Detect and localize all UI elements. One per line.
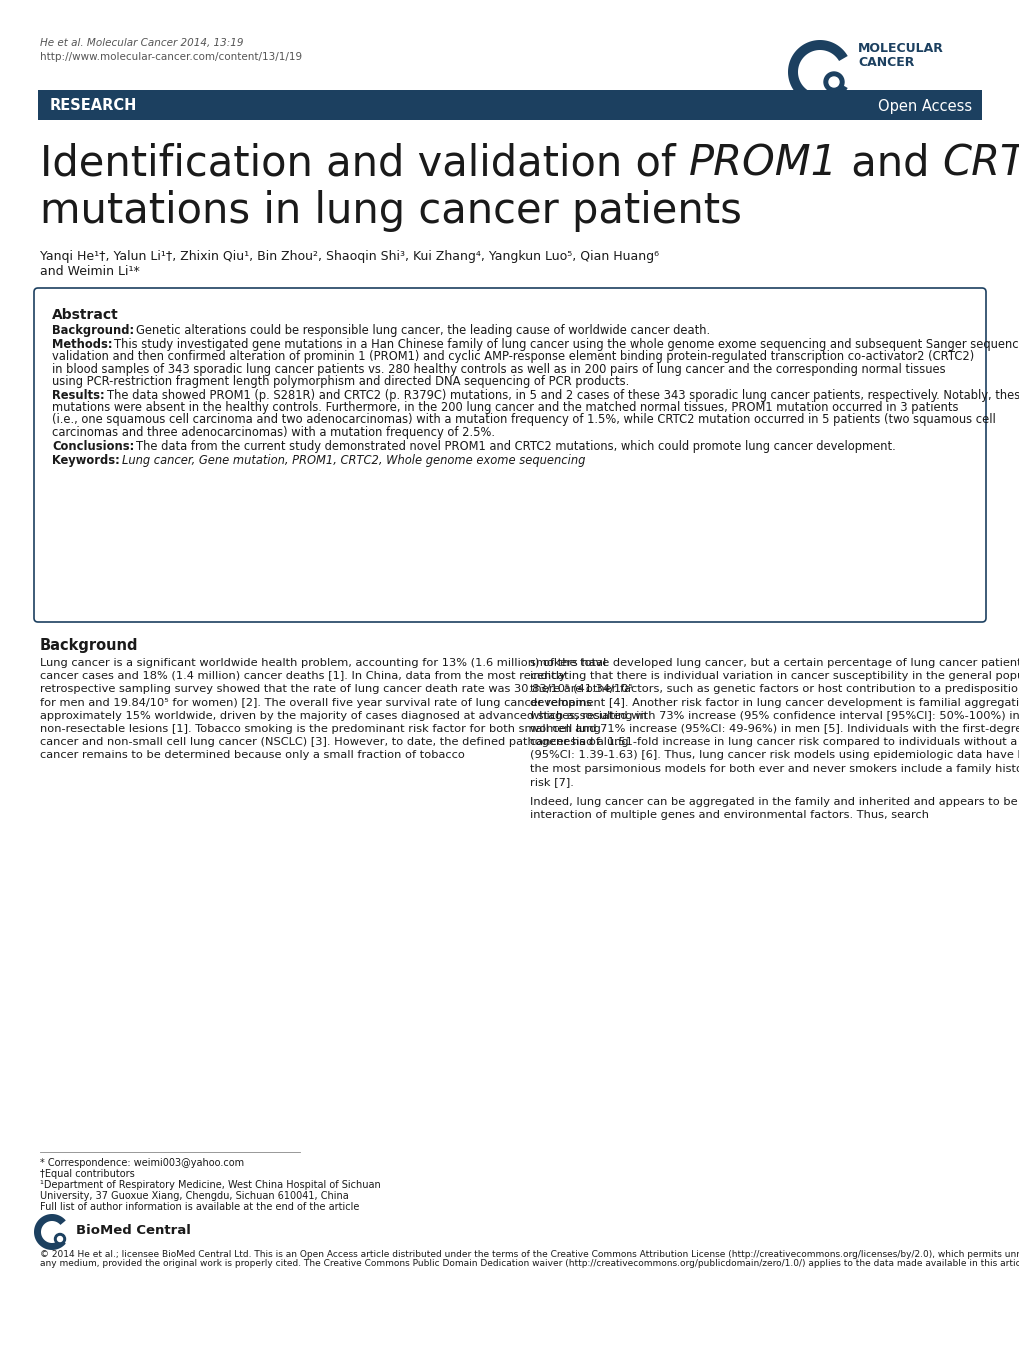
Text: He et al. Molecular Cancer 2014, 13:19: He et al. Molecular Cancer 2014, 13:19 bbox=[40, 38, 244, 48]
Text: Full list of author information is available at the end of the article: Full list of author information is avail… bbox=[40, 1201, 359, 1212]
Text: BioMed Central: BioMed Central bbox=[76, 1224, 191, 1237]
Text: Background:: Background: bbox=[52, 323, 133, 337]
Text: carcinomas and three adenocarcinomas) with a mutation frequency of 2.5%.: carcinomas and three adenocarcinomas) wi… bbox=[52, 425, 494, 439]
Text: (i.e., one squamous cell carcinoma and two adenocarcinomas) with a mutation freq: (i.e., one squamous cell carcinoma and t… bbox=[52, 413, 995, 427]
Text: University, 37 Guoxue Xiang, Chengdu, Sichuan 610041, China: University, 37 Guoxue Xiang, Chengdu, Si… bbox=[40, 1190, 348, 1201]
Circle shape bbox=[57, 1237, 62, 1242]
Text: Background: Background bbox=[40, 637, 139, 654]
Text: mutations were absent in the healthy controls. Furthermore, in the 200 lung canc: mutations were absent in the healthy con… bbox=[52, 401, 958, 414]
Text: Yanqi He¹†, Yalun Li¹†, Zhixin Qiu¹, Bin Zhou², Shaoqin Shi³, Kui Zhang⁴, Yangku: Yanqi He¹†, Yalun Li¹†, Zhixin Qiu¹, Bin… bbox=[40, 250, 658, 264]
Text: †Equal contributors: †Equal contributors bbox=[40, 1169, 135, 1180]
Text: Identification and validation of: Identification and validation of bbox=[40, 141, 688, 183]
Text: indicating that there is individual variation in cancer susceptibility in the ge: indicating that there is individual vari… bbox=[530, 671, 1019, 681]
Text: PROM1: PROM1 bbox=[688, 141, 838, 183]
Text: Keywords:: Keywords: bbox=[52, 454, 119, 467]
Text: cancer and non-small cell lung cancer (NSCLC) [3]. However, to date, the defined: cancer and non-small cell lung cancer (N… bbox=[40, 737, 628, 747]
Text: Abstract: Abstract bbox=[52, 308, 118, 322]
Text: cancer remains to be determined because only a small fraction of tobacco: cancer remains to be determined because … bbox=[40, 750, 465, 761]
Text: Lung cancer is a significant worldwide health problem, accounting for 13% (1.6 m: Lung cancer is a significant worldwide h… bbox=[40, 658, 605, 669]
Text: RESEARCH: RESEARCH bbox=[50, 98, 138, 114]
Text: © 2014 He et al.; licensee BioMed Central Ltd. This is an Open Access article di: © 2014 He et al.; licensee BioMed Centra… bbox=[40, 1250, 1019, 1258]
Text: the most parsimonious models for both ever and never smokers include a family hi: the most parsimonious models for both ev… bbox=[530, 764, 1019, 773]
Text: there are other factors, such as genetic factors or host contribution to a predi: there are other factors, such as genetic… bbox=[530, 685, 1019, 694]
Text: The data showed PROM1 (p. S281R) and CRTC2 (p. R379C) mutations, in 5 and 2 case: The data showed PROM1 (p. S281R) and CRT… bbox=[107, 389, 1019, 402]
Text: risk [7].: risk [7]. bbox=[530, 777, 574, 787]
Text: CRTC2: CRTC2 bbox=[942, 141, 1019, 183]
Text: non-resectable lesions [1]. Tobacco smoking is the predominant risk factor for b: non-resectable lesions [1]. Tobacco smok… bbox=[40, 724, 600, 734]
Text: women and 71% increase (95%CI: 49-96%) in men [5]. Individuals with the first-de: women and 71% increase (95%CI: 49-96%) i… bbox=[530, 724, 1019, 734]
Text: cancer had a 1.51-fold increase in lung cancer risk compared to individuals with: cancer had a 1.51-fold increase in lung … bbox=[530, 737, 1019, 747]
Text: The data from the current study demonstrated novel PROM1 and CRTC2 mutations, wh: The data from the current study demonstr… bbox=[137, 440, 895, 453]
Text: cancer cases and 18% (1.4 million) cancer deaths [1]. In China, data from the mo: cancer cases and 18% (1.4 million) cance… bbox=[40, 671, 566, 681]
Text: Lung cancer, Gene mutation, PROM1, CRTC2, Whole genome exome sequencing: Lung cancer, Gene mutation, PROM1, CRTC2… bbox=[121, 454, 585, 467]
Text: Open Access: Open Access bbox=[877, 98, 971, 114]
FancyBboxPatch shape bbox=[34, 288, 985, 622]
Text: and Weimin Li¹*: and Weimin Li¹* bbox=[40, 265, 140, 279]
Text: mutations in lung cancer patients: mutations in lung cancer patients bbox=[40, 190, 741, 232]
Text: for men and 19.84/10⁵ for women) [2]. The overall five year survival rate of lun: for men and 19.84/10⁵ for women) [2]. Th… bbox=[40, 697, 591, 708]
Text: in blood samples of 343 sporadic lung cancer patients vs. 280 healthy controls a: in blood samples of 343 sporadic lung ca… bbox=[52, 363, 945, 375]
Text: smokers have developed lung cancer, but a certain percentage of lung cancer pati: smokers have developed lung cancer, but … bbox=[530, 658, 1019, 669]
Polygon shape bbox=[788, 39, 847, 105]
Text: approximately 15% worldwide, driven by the majority of cases diagnosed at advanc: approximately 15% worldwide, driven by t… bbox=[40, 711, 646, 720]
Circle shape bbox=[828, 77, 839, 87]
Text: retrospective sampling survey showed that the rate of lung cancer death rate was: retrospective sampling survey showed tha… bbox=[40, 685, 632, 694]
Text: ¹Department of Respiratory Medicine, West China Hospital of Sichuan: ¹Department of Respiratory Medicine, Wes… bbox=[40, 1180, 380, 1190]
Text: any medium, provided the original work is properly cited. The Creative Commons P: any medium, provided the original work i… bbox=[40, 1260, 1019, 1268]
Text: MOLECULAR: MOLECULAR bbox=[857, 42, 943, 54]
Text: (95%CI: 1.39-1.63) [6]. Thus, lung cancer risk models using epidemiologic data h: (95%CI: 1.39-1.63) [6]. Thus, lung cance… bbox=[530, 750, 1019, 761]
Text: Methods:: Methods: bbox=[52, 338, 112, 351]
Text: * Correspondence: weimi003@yahoo.com: * Correspondence: weimi003@yahoo.com bbox=[40, 1158, 244, 1167]
Bar bbox=[38, 90, 981, 120]
Text: Genetic alterations could be responsible lung cancer, the leading cause of world: Genetic alterations could be responsible… bbox=[136, 323, 709, 337]
Text: which associated with 73% increase (95% confidence interval [95%CI]: 50%-100%) i: which associated with 73% increase (95% … bbox=[530, 711, 1019, 720]
Text: Conclusions:: Conclusions: bbox=[52, 440, 135, 453]
Text: development [4]. Another risk factor in lung cancer development is familial aggr: development [4]. Another risk factor in … bbox=[530, 697, 1019, 708]
Text: and: and bbox=[838, 141, 942, 183]
Text: using PCR-restriction fragment length polymorphism and directed DNA sequencing o: using PCR-restriction fragment length po… bbox=[52, 375, 629, 387]
Text: validation and then confirmed alteration of prominin 1 (PROM1) and cyclic AMP-re: validation and then confirmed alteration… bbox=[52, 351, 973, 363]
Circle shape bbox=[54, 1234, 65, 1245]
Circle shape bbox=[823, 72, 843, 92]
Text: CANCER: CANCER bbox=[857, 56, 913, 69]
Text: http://www.molecular-cancer.com/content/13/1/19: http://www.molecular-cancer.com/content/… bbox=[40, 52, 302, 63]
Text: interaction of multiple genes and environmental factors. Thus, search: interaction of multiple genes and enviro… bbox=[530, 810, 928, 819]
Text: Indeed, lung cancer can be aggregated in the family and inherited and appears to: Indeed, lung cancer can be aggregated in… bbox=[530, 796, 1019, 807]
Polygon shape bbox=[34, 1214, 65, 1250]
Text: Results:: Results: bbox=[52, 389, 105, 402]
Text: This study investigated gene mutations in a Han Chinese family of lung cancer us: This study investigated gene mutations i… bbox=[114, 338, 1019, 351]
